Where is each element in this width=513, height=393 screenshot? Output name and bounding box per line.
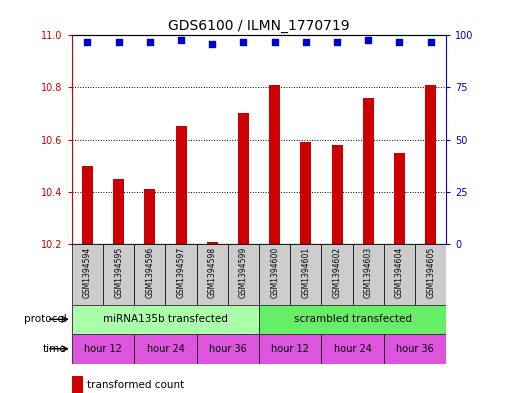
FancyBboxPatch shape [384, 244, 415, 305]
Bar [425, 85, 436, 244]
Text: GSM1394605: GSM1394605 [426, 247, 435, 298]
Text: GSM1394594: GSM1394594 [83, 247, 92, 298]
FancyBboxPatch shape [290, 244, 322, 305]
Text: hour 24: hour 24 [334, 344, 371, 354]
Text: hour 12: hour 12 [84, 344, 122, 354]
Point [240, 39, 248, 45]
FancyBboxPatch shape [322, 334, 384, 364]
FancyBboxPatch shape [103, 244, 134, 305]
FancyBboxPatch shape [353, 244, 384, 305]
Point [396, 39, 404, 45]
FancyBboxPatch shape [72, 305, 259, 334]
Bar [269, 85, 280, 244]
Text: GSM1394602: GSM1394602 [332, 247, 342, 298]
Bar [82, 165, 93, 244]
FancyBboxPatch shape [415, 244, 446, 305]
FancyBboxPatch shape [134, 244, 165, 305]
FancyBboxPatch shape [259, 305, 446, 334]
Bar [331, 145, 343, 244]
Text: GSM1394597: GSM1394597 [176, 247, 186, 298]
Text: GSM1394596: GSM1394596 [145, 247, 154, 298]
Text: hour 12: hour 12 [271, 344, 309, 354]
FancyBboxPatch shape [196, 334, 259, 364]
Point [364, 37, 372, 43]
Text: GSM1394595: GSM1394595 [114, 247, 123, 298]
FancyBboxPatch shape [72, 334, 134, 364]
Text: protocol: protocol [24, 314, 67, 324]
Bar [363, 98, 374, 244]
Point [146, 39, 154, 45]
Point [333, 39, 341, 45]
Point [208, 40, 216, 47]
Text: GSM1394599: GSM1394599 [239, 247, 248, 298]
Text: GSM1394603: GSM1394603 [364, 247, 373, 298]
Bar [175, 127, 187, 244]
Bar [238, 114, 249, 244]
Text: miRNA135b transfected: miRNA135b transfected [103, 314, 228, 324]
FancyBboxPatch shape [134, 334, 196, 364]
FancyBboxPatch shape [72, 244, 103, 305]
Bar [394, 152, 405, 244]
Bar [144, 189, 155, 244]
Text: transformed count: transformed count [87, 380, 185, 389]
Text: GSM1394601: GSM1394601 [301, 247, 310, 298]
Text: GSM1394598: GSM1394598 [208, 247, 217, 298]
Point [177, 37, 185, 43]
Point [427, 39, 435, 45]
FancyBboxPatch shape [259, 334, 322, 364]
FancyBboxPatch shape [228, 244, 259, 305]
Point [83, 39, 91, 45]
Text: time: time [43, 344, 67, 354]
Text: hour 36: hour 36 [396, 344, 434, 354]
Title: GDS6100 / ILMN_1770719: GDS6100 / ILMN_1770719 [168, 19, 350, 33]
Bar [207, 242, 218, 244]
Bar [301, 142, 311, 244]
Bar [72, 376, 83, 393]
FancyBboxPatch shape [259, 244, 290, 305]
Text: GSM1394604: GSM1394604 [395, 247, 404, 298]
FancyBboxPatch shape [322, 244, 353, 305]
Point [302, 39, 310, 45]
Point [270, 39, 279, 45]
Text: hour 36: hour 36 [209, 344, 247, 354]
Text: GSM1394600: GSM1394600 [270, 247, 279, 298]
Point [114, 39, 123, 45]
FancyBboxPatch shape [165, 244, 196, 305]
Text: hour 24: hour 24 [147, 344, 184, 354]
Bar [113, 178, 124, 244]
FancyBboxPatch shape [384, 334, 446, 364]
FancyBboxPatch shape [196, 244, 228, 305]
Text: scrambled transfected: scrambled transfected [293, 314, 412, 324]
